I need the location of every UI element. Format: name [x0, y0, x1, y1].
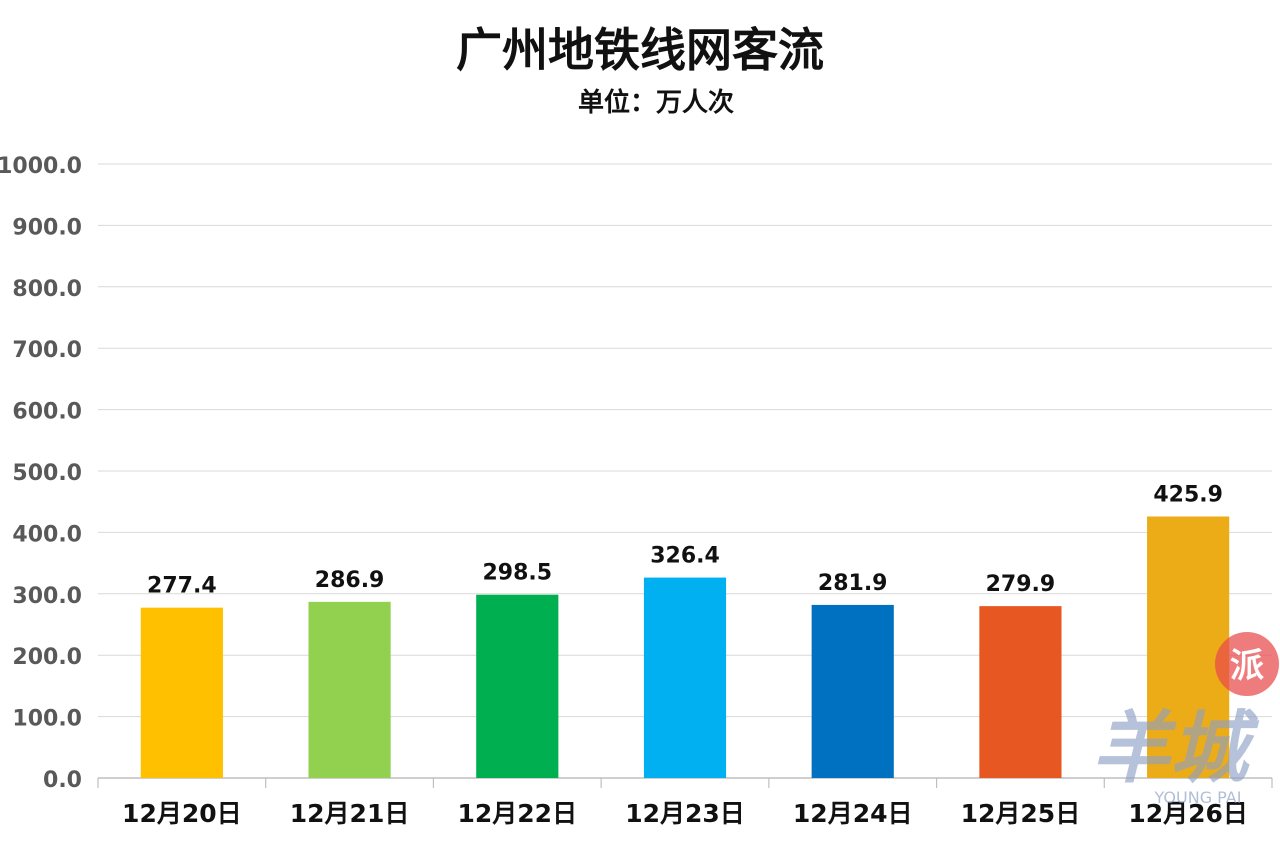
- chart-subtitle: 单位：万人次: [578, 87, 734, 118]
- y-tick-label: 800.0: [12, 277, 82, 302]
- y-tick-label: 900.0: [12, 215, 82, 240]
- x-tick-label: 12月21日: [290, 799, 410, 828]
- gridlines: [98, 163, 1272, 779]
- y-tick-label: 700.0: [12, 338, 82, 363]
- y-tick-label: 500.0: [12, 461, 82, 486]
- bar: [308, 601, 391, 778]
- y-tick-label: 100.0: [12, 707, 82, 732]
- y-tick-label: 300.0: [12, 584, 82, 609]
- x-tick-label: 12月22日: [457, 799, 577, 828]
- bar: [979, 606, 1062, 778]
- bar: [643, 577, 727, 778]
- x-axis-ticks: 12月20日 12月21日 12月22日 12月23日 12月24日 12月25日 12月2…: [97, 778, 1273, 828]
- logo-subtext: YOUNG PAI: [1154, 788, 1242, 807]
- seal-circle: [1215, 632, 1279, 696]
- y-tick-label: 200.0: [12, 645, 82, 670]
- data-label: 298.5: [482, 561, 552, 586]
- data-label: 277.4: [147, 574, 217, 599]
- x-tick-label: 12月23日: [625, 799, 745, 828]
- y-tick-label: 1000.0: [0, 154, 82, 179]
- bar: [140, 607, 223, 778]
- y-axis-ticks: 0.0 100.0 200.0 300.0 400.0 500.0 600.0 700.0 80…: [0, 154, 82, 793]
- data-label: 286.9: [315, 568, 385, 593]
- x-tick-label: 12月24日: [793, 799, 913, 828]
- data-labels: 277.4 286.9 298.5 326.4 281.9 279.9 425.9: [147, 482, 1223, 598]
- seal-text: 派: [1230, 646, 1264, 686]
- watermark-logo: 派 羊城 YOUNG PAI: [1092, 632, 1279, 807]
- bar: [1147, 516, 1230, 778]
- x-tick-label: 12月26日: [1128, 799, 1248, 828]
- data-label: 279.9: [986, 572, 1056, 597]
- x-tick-label: 12月20日: [122, 799, 242, 828]
- bar: [811, 604, 894, 778]
- y-tick-label: 400.0: [12, 522, 82, 547]
- bar: [476, 594, 559, 778]
- data-label: 326.4: [650, 544, 720, 569]
- y-tick-label: 600.0: [12, 400, 82, 425]
- data-label: 425.9: [1153, 482, 1223, 507]
- data-label: 281.9: [818, 571, 888, 596]
- x-tick-label: 12月25日: [961, 799, 1081, 828]
- y-tick-label: 0.0: [43, 768, 82, 793]
- logo-text: 羊城: [1092, 704, 1260, 794]
- bars: [140, 516, 1230, 778]
- chart-title: 广州地铁线网客流: [456, 23, 824, 77]
